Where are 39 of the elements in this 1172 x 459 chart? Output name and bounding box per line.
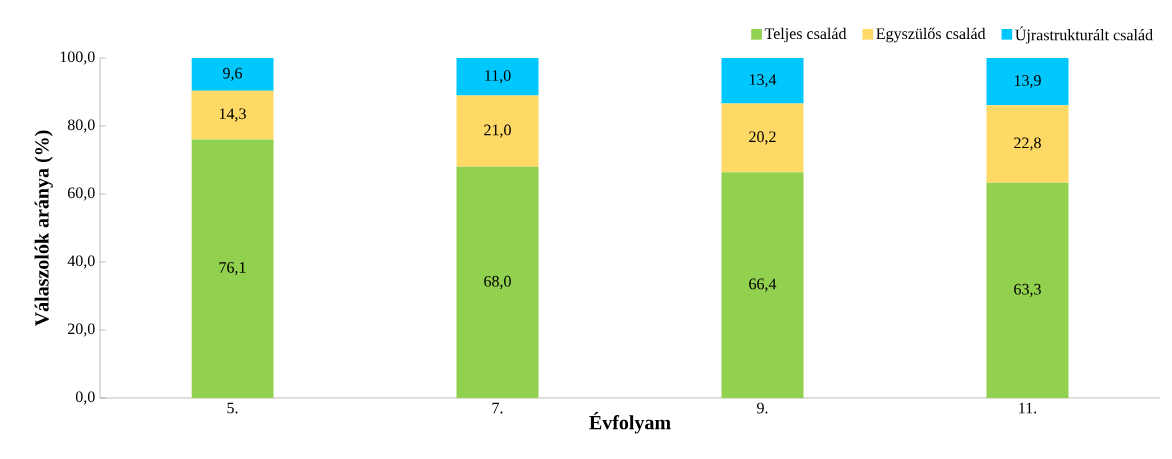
data-label: 9,6 <box>223 67 243 81</box>
x-tick-label: 5. <box>227 402 238 414</box>
bar <box>721 103 804 173</box>
bar <box>191 90 274 140</box>
y-tick-label: 40,0 <box>67 255 95 269</box>
y-tick-label: 80,0 <box>67 119 95 133</box>
data-label: 66,4 <box>749 278 777 292</box>
x-tick-label: 9. <box>757 402 768 414</box>
bar <box>986 57 1069 106</box>
y-tick-label: 100,0 <box>60 51 95 65</box>
y-tick-label: 60,0 <box>67 187 95 201</box>
legend-label: Egyszülős család <box>876 27 986 43</box>
data-label: 11,0 <box>485 70 511 84</box>
data-label: 13,9 <box>1014 75 1041 89</box>
data-label: 22,8 <box>1014 137 1041 151</box>
bar <box>456 166 539 398</box>
data-label: 76,1 <box>219 262 246 276</box>
x-tick-label: 7. <box>492 402 503 414</box>
y-tick-label: 0,0 <box>75 391 95 405</box>
bar <box>191 57 274 91</box>
x-axis-title: Évfolyam <box>589 412 671 434</box>
bar <box>191 139 274 398</box>
data-label: 20,2 <box>749 131 776 145</box>
bar <box>456 57 539 96</box>
data-label: 21,0 <box>484 124 511 138</box>
data-label: 13,4 <box>749 74 777 88</box>
legend-label: Újrastrukturált család <box>1015 26 1153 44</box>
y-axis-title: Válaszolók aránya (%) <box>34 130 53 327</box>
bar <box>986 182 1069 398</box>
x-tick-label: 11. <box>1019 402 1037 414</box>
y-tick-label: 20,0 <box>68 323 95 337</box>
legend-label: Teljes család <box>764 27 847 43</box>
bar <box>721 57 804 104</box>
data-label: 68,0 <box>484 275 511 289</box>
bar <box>721 172 804 398</box>
data-label: 14,3 <box>219 108 246 122</box>
data-label: 63,3 <box>1014 283 1041 297</box>
bar <box>456 95 539 167</box>
bar <box>986 105 1069 183</box>
